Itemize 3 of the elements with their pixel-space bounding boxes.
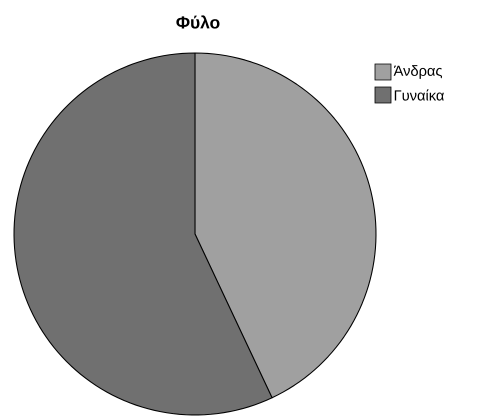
legend-label: Γυναίκα [394,89,444,101]
chart-title: Φύλο [176,15,220,29]
legend-label: Άνδρας [394,65,442,79]
